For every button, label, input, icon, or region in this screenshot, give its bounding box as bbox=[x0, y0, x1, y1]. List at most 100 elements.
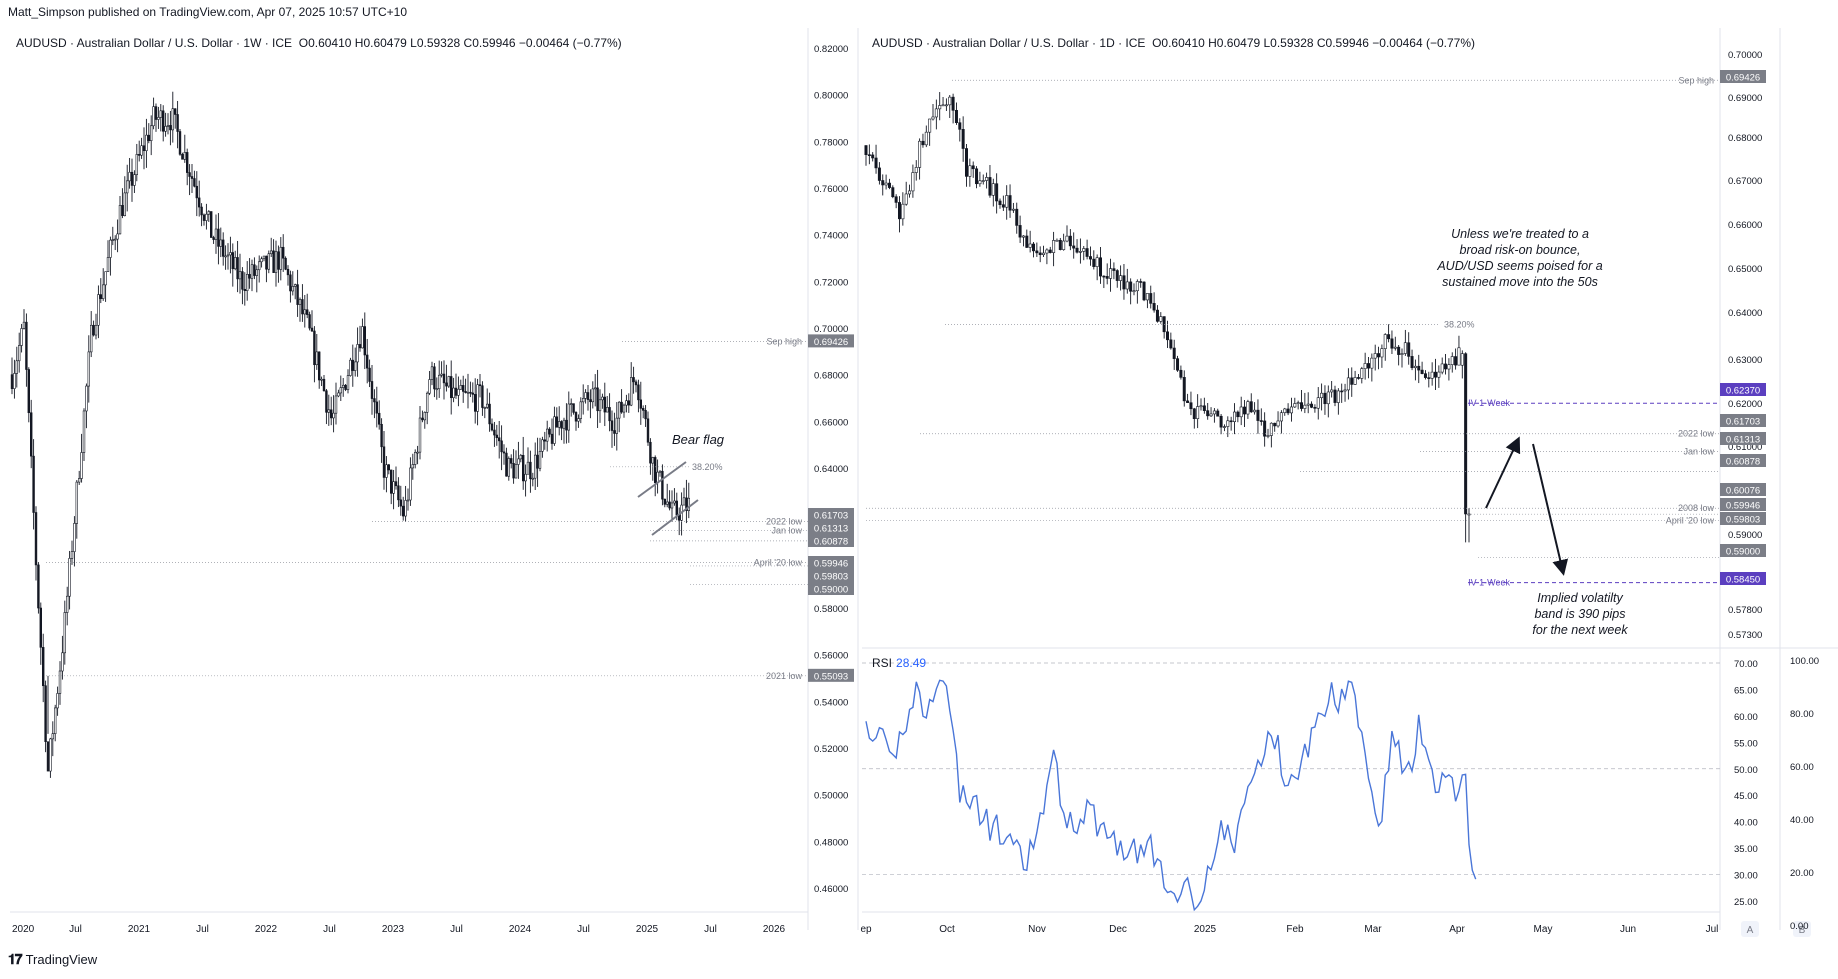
weekly-candle-body bbox=[123, 192, 127, 216]
daily-candle-body bbox=[1042, 252, 1046, 256]
left-x-tick-label: 2026 bbox=[763, 924, 786, 935]
left-y-tick-label: 0.46000 bbox=[814, 884, 848, 895]
left-fib-label: 38.20% bbox=[692, 462, 723, 472]
rsi-outer-tick-label: 40.00 bbox=[1790, 815, 1814, 826]
weekly-candle-body bbox=[555, 416, 559, 428]
left-x-tick-label: 2024 bbox=[509, 924, 532, 935]
left-y-tick-label: 0.72000 bbox=[814, 277, 848, 288]
daily-candle-body bbox=[1320, 392, 1324, 399]
daily-candle-body bbox=[1065, 235, 1069, 242]
right-y-tick-label: 0.66000 bbox=[1728, 220, 1762, 231]
weekly-candle-body bbox=[507, 458, 510, 477]
weekly-candle-body bbox=[493, 429, 496, 436]
weekly-candle-body bbox=[615, 417, 619, 434]
weekly-candle-body bbox=[421, 417, 424, 421]
weekly-candle-body bbox=[130, 171, 134, 186]
daily-candle-body bbox=[1001, 204, 1005, 208]
rsi-tick-label: 65.00 bbox=[1734, 685, 1758, 696]
weekly-candle-body bbox=[687, 497, 691, 511]
left-x-tick-label: Jul bbox=[577, 924, 590, 935]
weekly-candle-body bbox=[457, 388, 460, 396]
right-price-tag bbox=[1720, 414, 1766, 427]
left-x-tick-label: 2023 bbox=[382, 924, 405, 935]
weekly-candle-body bbox=[140, 145, 143, 156]
weekly-candle-body bbox=[649, 441, 652, 464]
bear-flag-annotation: Bear flag bbox=[672, 432, 725, 447]
daily-candle-body bbox=[1306, 403, 1310, 406]
weekly-candle-body bbox=[435, 388, 438, 391]
weekly-candle-body bbox=[437, 374, 441, 390]
weekly-candle-body bbox=[56, 693, 59, 709]
daily-candle-body bbox=[1125, 281, 1129, 290]
weekly-candle-body bbox=[603, 396, 607, 413]
daily-candle-body bbox=[1390, 338, 1394, 349]
daily-candle-body bbox=[1383, 334, 1387, 349]
scale-button-label: B bbox=[1799, 925, 1806, 936]
daily-candle-body bbox=[1135, 281, 1139, 292]
bear-flag-upper-line bbox=[637, 461, 687, 498]
scale-button-bg bbox=[1793, 921, 1811, 937]
weekly-candle-body bbox=[13, 373, 16, 389]
daily-candle-body bbox=[971, 165, 975, 170]
daily-candle-body bbox=[1102, 275, 1106, 278]
weekly-candle-body bbox=[202, 214, 206, 221]
weekly-candle-body bbox=[186, 152, 189, 173]
weekly-candle-body bbox=[375, 401, 378, 414]
daily-candle-body bbox=[1219, 415, 1223, 428]
daily-candle-body bbox=[1226, 420, 1230, 427]
left-price-tag bbox=[808, 508, 854, 521]
weekly-candle-body bbox=[193, 178, 196, 187]
daily-candle-body bbox=[968, 165, 972, 177]
weekly-candle-body bbox=[521, 454, 525, 482]
daily-candle-body bbox=[1038, 252, 1042, 256]
weekly-candle-body bbox=[277, 251, 280, 270]
scale-button-a[interactable]: A bbox=[1741, 921, 1759, 937]
rsi-outer-tick-label: 0.00 bbox=[1790, 921, 1809, 932]
weekly-candle-body bbox=[58, 670, 62, 694]
right-y-tick-label: 0.57300 bbox=[1728, 630, 1762, 641]
weekly-candle-body bbox=[63, 612, 67, 654]
daily-candle-body bbox=[1300, 402, 1304, 409]
daily-candle-body bbox=[1028, 243, 1032, 248]
daily-candle-body bbox=[1239, 406, 1243, 418]
left-price-tag bbox=[808, 334, 854, 348]
daily-candle-body bbox=[1169, 339, 1173, 349]
daily-candle-body bbox=[1008, 195, 1012, 211]
weekly-candle-body bbox=[154, 106, 158, 120]
outlook-annotation: Unless we're treated to a broad risk-on … bbox=[1410, 226, 1630, 290]
daily-candle-body bbox=[1021, 235, 1025, 238]
weekly-candle-body bbox=[224, 255, 227, 258]
footer-brand[interactable]: 𝟏𝟕 TradingView bbox=[8, 951, 97, 968]
right-price-tag-label: 0.59000 bbox=[1726, 547, 1760, 558]
weekly-candle-body bbox=[572, 403, 575, 413]
weekly-candle-body bbox=[464, 391, 467, 393]
weekly-candle-body bbox=[389, 469, 393, 494]
daily-candle-body bbox=[1393, 346, 1397, 349]
right-price-tag-label: 0.62370 bbox=[1726, 386, 1760, 397]
left-price-tag bbox=[808, 556, 854, 569]
daily-candle-body bbox=[914, 167, 918, 173]
rsi-tick-label: 40.00 bbox=[1734, 818, 1758, 829]
scale-button-b[interactable]: B bbox=[1793, 921, 1811, 937]
weekly-candle-body bbox=[291, 286, 294, 292]
daily-candle-body bbox=[1236, 411, 1240, 418]
right-x-tick-label: Jun bbox=[1620, 924, 1636, 935]
weekly-candle-body bbox=[142, 145, 146, 152]
weekly-candle-body bbox=[214, 228, 218, 240]
weekly-candle-body bbox=[454, 387, 458, 396]
right-y-tick-label: 0.62000 bbox=[1728, 399, 1762, 410]
daily-candle-body bbox=[1189, 402, 1193, 410]
weekly-candle-body bbox=[339, 387, 342, 394]
daily-candle-body bbox=[1018, 225, 1022, 238]
daily-candle-body bbox=[1370, 357, 1374, 369]
right-x-tick-label: Nov bbox=[1028, 924, 1046, 935]
weekly-candle-body bbox=[365, 354, 369, 369]
daily-candle-body bbox=[1410, 356, 1414, 369]
right-price-tag bbox=[1720, 498, 1766, 511]
daily-candle-body bbox=[941, 104, 945, 107]
daily-candle-body bbox=[1062, 240, 1066, 250]
weekly-candle-body bbox=[126, 180, 129, 194]
right-level-label: 2008 low bbox=[1678, 503, 1715, 513]
daily-candle-body bbox=[1340, 390, 1344, 393]
weekly-candle-body bbox=[409, 467, 412, 501]
